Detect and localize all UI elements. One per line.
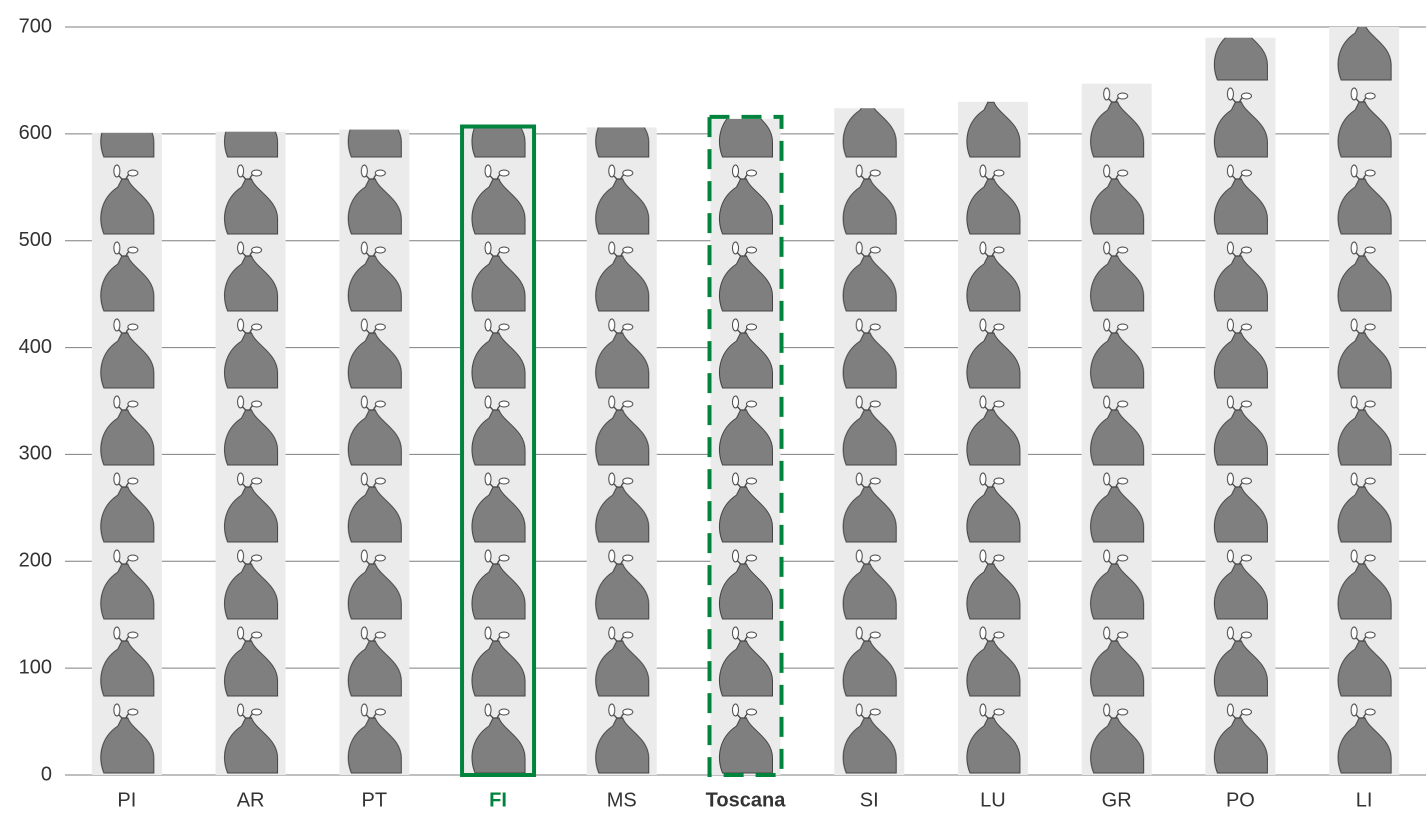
x-tick-label: LI — [1356, 789, 1373, 811]
y-tick-label: 0 — [41, 763, 52, 785]
y-tick-label: 200 — [19, 550, 52, 572]
bar-icons — [586, 127, 657, 775]
x-tick-label: AR — [237, 789, 265, 811]
bar-icons — [957, 101, 1028, 776]
x-tick-label: FI — [489, 789, 507, 811]
bar-icons — [463, 128, 534, 775]
y-tick-label: 700 — [19, 15, 52, 37]
x-tick-label: PT — [362, 789, 388, 811]
x-tick-label: LU — [980, 789, 1006, 811]
bar-icons — [91, 132, 162, 775]
x-tick-label: PO — [1226, 789, 1255, 811]
bar-icons — [215, 131, 286, 776]
y-tick-label: 300 — [19, 443, 52, 465]
bar-icons — [1081, 83, 1152, 776]
bar-icons — [1329, 27, 1400, 775]
highlight-box — [460, 124, 537, 777]
y-tick-label: 500 — [19, 229, 52, 251]
highlight-box — [707, 114, 784, 777]
bar-icons — [834, 108, 905, 775]
bar-icons — [339, 129, 410, 775]
bar-icons — [710, 118, 781, 775]
y-tick-label: 400 — [19, 336, 52, 358]
x-tick-label: GR — [1102, 789, 1132, 811]
x-tick-label: SI — [860, 789, 879, 811]
y-tick-label: 100 — [19, 656, 52, 678]
x-tick-label: MS — [607, 789, 637, 811]
y-tick-label: 600 — [19, 122, 52, 144]
bar-icons — [1205, 37, 1276, 775]
x-tick-label: PI — [117, 789, 136, 811]
x-tick-label: Toscana — [706, 789, 787, 811]
